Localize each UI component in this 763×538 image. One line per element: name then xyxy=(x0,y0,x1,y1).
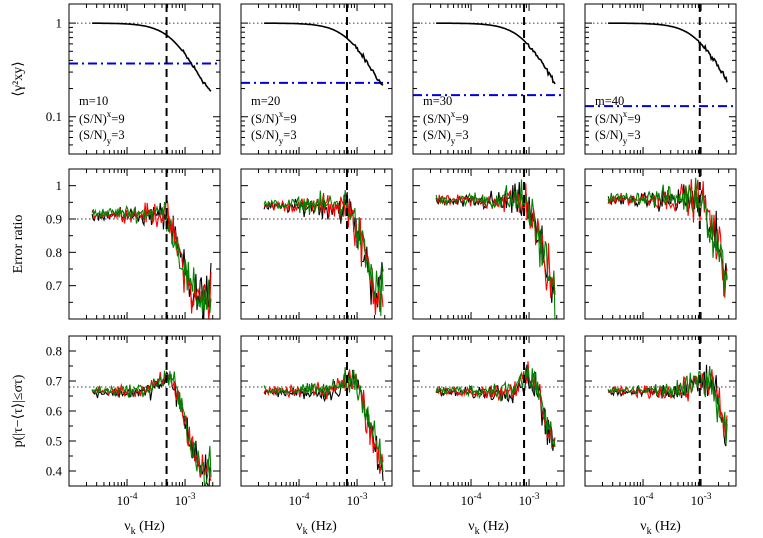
panel-probability-m40 xyxy=(584,335,737,487)
y-axis-label-probability: p(|τ−⟨τ⟩|≤στ) xyxy=(11,374,26,447)
plot-area xyxy=(69,169,220,319)
plot-area xyxy=(585,336,736,486)
x-tick-label: 10-4 xyxy=(633,492,654,508)
x-tick-label: 10-3 xyxy=(519,492,540,508)
panel-coherence-m30: m=30(S/N)x=9 (S/N)y=3 xyxy=(412,3,565,155)
axis-labels: 1 0.1 ⟨γ²xy⟩ 0.7 0.8 0.9 1 Error ratio 0.4 0.5 0.6… xyxy=(11,16,712,537)
panel-probability-m30 xyxy=(412,335,565,487)
x-tick-label: 10-3 xyxy=(691,492,712,508)
simulation-green-series-line xyxy=(91,201,212,313)
plot-area xyxy=(69,336,220,486)
simulation-black-series-line xyxy=(436,364,556,451)
plot-area xyxy=(241,169,392,319)
snr-x-label: (S/N)x=9 xyxy=(251,109,297,126)
snr-y-label: (S/N)y=3 xyxy=(595,128,641,146)
panel-error-ratio-m10 xyxy=(68,168,221,320)
x-axis-label: νk (Hz) xyxy=(468,519,509,537)
plot-area xyxy=(69,4,220,154)
panel-coherence-m40: m=40(S/N)x=9 (S/N)y=3 xyxy=(584,3,737,155)
y-tick-label: 0.7 xyxy=(46,278,63,293)
simulation-green-series-line xyxy=(91,370,212,486)
coherence-curve xyxy=(608,22,728,83)
plot-area xyxy=(241,4,392,154)
snr-y-label: (S/N)y=3 xyxy=(251,128,297,146)
snr-x-label: (S/N)x=9 xyxy=(423,109,469,126)
panel-grid: m=10(S/N)x=9(S/N)y=3m=20(S/N)x=9(S/N)y=3… xyxy=(68,3,737,487)
coherence-curve xyxy=(264,22,384,86)
snr-x-label: (S/N)x=9 xyxy=(79,109,125,126)
coherence-curve xyxy=(92,22,212,92)
x-tick-label: 10-4 xyxy=(461,492,482,508)
y-tick-label: 0.8 xyxy=(46,245,62,260)
panel-error-ratio-m20 xyxy=(240,168,393,320)
snr-y-label: (S/N)y=3 xyxy=(79,128,125,146)
simulation-red-series-line xyxy=(435,183,556,298)
snr-y-label: (S/N)y=3 xyxy=(423,128,469,146)
plot-area xyxy=(413,169,564,319)
plot-area xyxy=(585,169,736,319)
simulation-red-series-line xyxy=(607,179,728,298)
y-tick-label: 0.8 xyxy=(46,344,62,359)
simulation-green-series-line xyxy=(435,179,556,319)
y-tick-label: 0.9 xyxy=(46,212,62,227)
simulation-green-series-line xyxy=(607,365,728,445)
panel-error-ratio-m40 xyxy=(584,168,737,320)
y-tick-label: 0.4 xyxy=(46,464,63,479)
x-tick-label: 10-4 xyxy=(289,492,310,508)
coherence-curve xyxy=(436,22,556,85)
simulation-green-series-line xyxy=(263,367,384,473)
plot-area xyxy=(413,4,564,154)
panel-error-ratio-m30 xyxy=(412,168,565,320)
snr-x-label: (S/N)x=9 xyxy=(595,109,641,126)
simulation-green-series-line xyxy=(435,367,556,447)
simulation-red-series-line xyxy=(435,361,556,449)
panel-frame xyxy=(240,335,393,487)
panel-probability-m20 xyxy=(240,335,393,487)
plot-area xyxy=(413,336,564,486)
x-axis-label: νk (Hz) xyxy=(296,519,337,537)
simulation-red-series-line xyxy=(91,198,212,319)
panel-frame xyxy=(68,168,221,320)
panel-frame xyxy=(240,168,393,320)
y-axis-label-coherence: ⟨γ²xy⟩ xyxy=(11,61,26,96)
x-axis-label: νk (Hz) xyxy=(640,519,681,537)
y-axis-label-error-ratio: Error ratio xyxy=(11,215,26,274)
simulation-green-series-line xyxy=(607,177,728,297)
y-tick-label: 1 xyxy=(56,178,63,193)
panel-frame xyxy=(584,335,737,487)
y-tick-label: 0.6 xyxy=(46,404,63,419)
plot-area xyxy=(585,4,736,154)
x-tick-label: 10-3 xyxy=(347,492,368,508)
m-value-label: m=40 xyxy=(595,94,624,108)
simulation-green-series-line xyxy=(263,189,384,317)
y-tick-label: 0.5 xyxy=(46,434,62,449)
x-tick-label: 10-3 xyxy=(175,492,196,508)
x-tick-label: 10-4 xyxy=(117,492,138,508)
m-value-label: m=20 xyxy=(251,94,280,108)
panel-probability-m10 xyxy=(68,335,221,487)
panel-coherence-m20: m=20(S/N)x=9 (S/N)y=3 xyxy=(240,3,393,155)
y-tick-label: 1 xyxy=(56,16,63,31)
plot-area xyxy=(241,336,392,486)
m-value-label: m=10 xyxy=(79,94,108,108)
simulation-red-series-line xyxy=(92,371,212,481)
x-axis-label: νk (Hz) xyxy=(124,519,165,537)
y-tick-label: 0.7 xyxy=(46,374,63,389)
panel-coherence-m10: m=10(S/N)x=9 (S/N)y=3 xyxy=(68,3,221,155)
y-tick-label: 0.1 xyxy=(46,109,62,124)
m-value-label: m=30 xyxy=(423,94,452,108)
